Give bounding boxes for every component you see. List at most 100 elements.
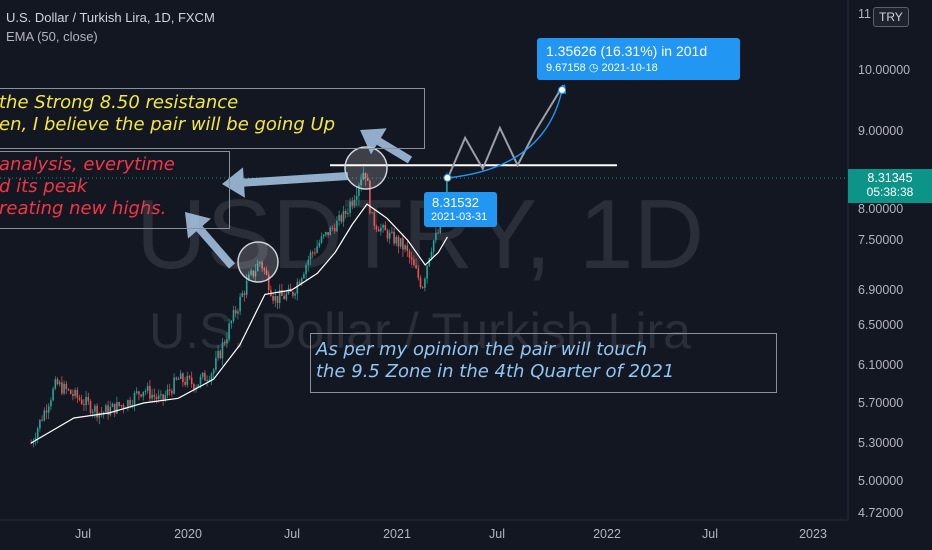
currency-badge[interactable]: TRY <box>873 7 909 27</box>
candle-body <box>325 232 327 235</box>
candle-body <box>208 379 211 381</box>
candle-body <box>113 403 116 414</box>
candle-body <box>327 232 329 236</box>
y-tick-label: 5.30000 <box>858 436 903 450</box>
candle-body <box>142 391 145 397</box>
candle-body <box>428 258 431 266</box>
candle-body <box>116 402 118 414</box>
annotation-peak[interactable]: analysis, everytime d its peak reating n… <box>0 151 230 229</box>
candle-body <box>329 227 332 236</box>
candle-body <box>377 229 380 232</box>
candle-body <box>285 293 288 300</box>
candle-body <box>177 378 180 380</box>
candle-body <box>283 295 285 300</box>
y-tick-label: 9.00000 <box>858 124 903 138</box>
range-tooltip: 1.35626 (16.31%) in 201d 9.67158 ◷ 2021-… <box>537 38 740 80</box>
candle-body <box>261 262 263 269</box>
annotation-resistance[interactable]: the Strong 8.50 resistance en, I believe… <box>0 88 425 149</box>
candle-body <box>144 391 147 393</box>
y-tick-label: 4.72000 <box>858 506 903 520</box>
candle-body <box>402 238 404 250</box>
y-tick-label: 7.50000 <box>858 233 903 247</box>
candle-body <box>45 410 48 413</box>
candle-body <box>34 438 37 442</box>
candle-body <box>30 443 32 444</box>
symbol-title[interactable]: U.S. Dollar / Turkish Lira, 1D, FXCM <box>6 10 215 25</box>
candle-body <box>424 278 426 288</box>
candle-body <box>333 227 336 232</box>
legend: U.S. Dollar / Turkish Lira, 1D, FXCM EMA… <box>6 8 215 46</box>
candle-body <box>89 401 92 413</box>
candle-body <box>201 372 204 377</box>
candle-body <box>364 172 367 179</box>
candle-body <box>294 293 296 296</box>
candle-body <box>318 242 321 247</box>
x-tick-label: 2020 <box>174 527 202 541</box>
candle-body <box>437 232 439 234</box>
candle-body <box>197 384 200 388</box>
candle-body <box>307 259 310 266</box>
candle-body <box>243 293 246 295</box>
candle-body <box>237 311 239 314</box>
candle-body <box>265 270 268 275</box>
candle-body <box>157 395 160 400</box>
candle-body <box>397 236 400 247</box>
candle-body <box>41 419 43 421</box>
candle-body <box>67 389 70 391</box>
candle-body <box>351 201 354 206</box>
candle-body <box>204 372 206 381</box>
candle-body <box>320 236 323 243</box>
candle-body <box>432 240 435 252</box>
candle-body <box>353 199 356 206</box>
annotation-resistance-line2: en, I believe the pair will be going Up <box>0 114 336 135</box>
candle-body <box>151 394 153 399</box>
annotation-opinion-line2: the 9.5 Zone in the 4th Quarter of 2021 <box>316 361 675 382</box>
candle-body <box>47 406 50 413</box>
candle-body <box>63 383 65 394</box>
candle-body <box>415 265 417 269</box>
candle-body <box>217 350 219 358</box>
candle-body <box>426 265 428 279</box>
candle-body <box>52 388 54 401</box>
candle-body <box>171 390 173 394</box>
x-tick-label: Jul <box>75 527 91 541</box>
candle-body <box>263 268 266 271</box>
highlight-circle <box>237 241 279 283</box>
candle-body <box>76 389 79 398</box>
candle-body <box>267 274 270 291</box>
projection-end-point <box>558 86 567 95</box>
candle-body <box>50 400 52 407</box>
candle-body <box>160 394 162 396</box>
candle-body <box>256 263 259 272</box>
candle-body <box>146 386 149 392</box>
clock-icon: ◷ <box>588 62 599 74</box>
candle-body <box>230 320 233 324</box>
candle-body <box>36 428 39 439</box>
candle-body <box>199 376 202 385</box>
y-tick-label: 5.70000 <box>858 396 903 410</box>
range-tooltip-date: 2021-10-18 <box>601 62 658 74</box>
candle-body <box>309 252 312 260</box>
x-tick-label: 2022 <box>593 527 621 541</box>
candle-body <box>316 246 318 253</box>
candle-body <box>131 404 134 406</box>
candle-body <box>314 252 316 254</box>
y-tick-label: 6.10000 <box>858 358 903 372</box>
annotation-opinion[interactable]: As per my opinion the pair will touch th… <box>310 333 777 393</box>
candle-body <box>164 395 167 400</box>
annotation-peak-line3: reating new highs. <box>0 198 167 219</box>
x-tick-label: 2021 <box>383 527 411 541</box>
candle-body <box>303 274 305 279</box>
ema-line <box>30 203 448 444</box>
candle-body <box>135 391 138 393</box>
candle-body <box>272 295 274 301</box>
candle-body <box>105 405 107 413</box>
candle-body <box>384 225 387 231</box>
candle-body <box>212 369 215 374</box>
candle-body <box>186 375 189 385</box>
indicator-title[interactable]: EMA (50, close) <box>6 29 98 44</box>
candle-body <box>87 396 90 402</box>
candle-body <box>276 296 279 303</box>
